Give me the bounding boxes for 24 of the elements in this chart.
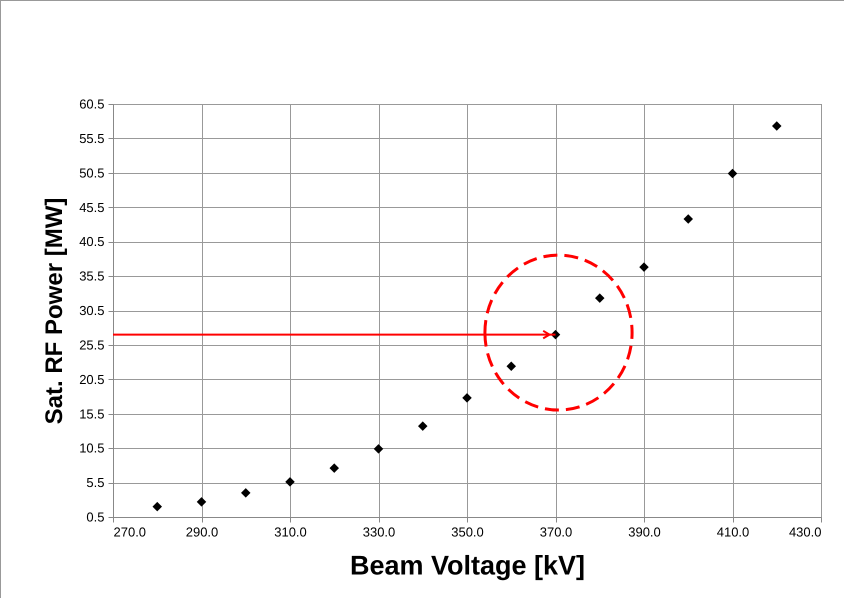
y-tick-label: 40.5	[79, 234, 104, 250]
x-tick-label: 290.0	[186, 524, 218, 540]
x-tick-label: 410.0	[716, 524, 750, 540]
x-tick-label: 350.0	[451, 524, 484, 540]
y-tick-label: 30.5	[79, 303, 104, 318]
y-tick-label: 10.5	[79, 440, 104, 456]
x-tick-label: 430.0	[788, 524, 822, 540]
y-tick-label: 5.5	[86, 475, 104, 490]
x-tick-label: 310.0	[274, 524, 307, 540]
y-tick-label: 35.5	[79, 268, 104, 284]
x-tick-label: 390.0	[628, 524, 661, 540]
x-tick-label: 330.0	[362, 524, 396, 540]
y-tick-label: 55.5	[79, 130, 104, 146]
y-tick-label: 50.5	[79, 165, 104, 180]
x-tick-label: 370.0	[540, 524, 572, 540]
y-tick-label: 25.5	[79, 337, 104, 352]
x-axis-title: Beam Voltage [kV]	[350, 550, 586, 580]
y-axis-title: Sat. RF Power [MW]	[41, 198, 68, 424]
y-tick-label: 0.5	[86, 510, 104, 524]
x-tick-label: 270.0	[114, 524, 146, 540]
y-tick-label: 60.5	[79, 96, 104, 112]
y-tick-label: 45.5	[79, 200, 104, 215]
y-tick-label: 15.5	[79, 406, 104, 422]
y-tick-label: 20.5	[79, 372, 104, 387]
